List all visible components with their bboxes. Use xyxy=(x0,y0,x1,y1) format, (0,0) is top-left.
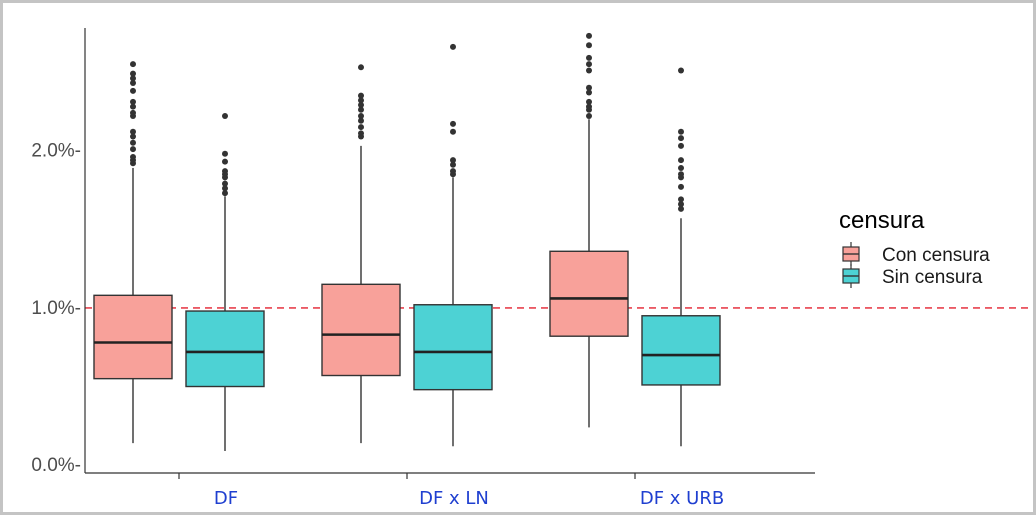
legend-label-0: Con censura xyxy=(882,245,990,266)
outlier-point-con-censura-1-3 xyxy=(358,117,364,124)
outlier-point-con-censura-0-5 xyxy=(130,133,136,140)
outlier-point-con-censura-2-10 xyxy=(586,32,592,39)
outlier-point-sin-censura-2-11 xyxy=(678,67,684,74)
box-con-censura-1 xyxy=(321,283,401,377)
outlier-point-con-censura-1-1 xyxy=(358,130,364,137)
outlier-point-con-censura-2-8 xyxy=(586,54,592,61)
outlier-point-sin-censura-2-6 xyxy=(678,164,684,171)
outlier-point-sin-censura-2-0 xyxy=(678,205,684,212)
outlier-point-sin-censura-0-6 xyxy=(222,158,228,165)
box-sin-censura-1 xyxy=(413,304,493,391)
outlier-point-con-censura-2-4 xyxy=(586,89,592,96)
outlier-point-sin-censura-1-6 xyxy=(450,43,456,50)
outlier-point-con-censura-1-6 xyxy=(358,102,364,109)
outlier-point-con-censura-1-4 xyxy=(358,113,364,120)
outlier-point-sin-censura-2-8 xyxy=(678,142,684,149)
outlier-point-con-censura-0-2 xyxy=(130,153,136,160)
outlier-point-con-censura-1-5 xyxy=(358,106,364,113)
legend-title: censura xyxy=(839,207,925,234)
box-con-censura-2 xyxy=(549,250,629,337)
legend-label-1: Sin censura xyxy=(882,267,983,288)
outlier-point-con-censura-0-12 xyxy=(130,80,136,87)
outlier-point-con-censura-0-10 xyxy=(130,98,136,105)
outlier-point-con-censura-0-11 xyxy=(130,87,136,94)
outlier-point-con-censura-1-2 xyxy=(358,124,364,131)
x-tick-label-2: DF x URB xyxy=(640,488,724,509)
box-sin-censura-2 xyxy=(641,315,721,386)
outlier-point-con-censura-2-5 xyxy=(586,84,592,91)
outlier-point-con-censura-1-7 xyxy=(358,97,364,104)
outlier-point-con-censura-0-14 xyxy=(130,70,136,77)
outlier-point-sin-censura-0-5 xyxy=(222,168,228,175)
outlier-point-con-censura-2-3 xyxy=(586,98,592,105)
outlier-point-sin-censura-2-5 xyxy=(678,171,684,178)
outlier-point-con-censura-2-0 xyxy=(586,113,592,120)
outlier-point-con-censura-2-2 xyxy=(586,103,592,110)
outlier-point-sin-censura-0-8 xyxy=(222,113,228,120)
outlier-point-con-censura-0-3 xyxy=(130,146,136,153)
boxplot-chart: 0.0%- 1.0%- 2.0%- DF DF x LN DF x URB censura… xyxy=(31,28,1033,509)
outlier-point-con-censura-0-8 xyxy=(130,109,136,116)
outlier-point-sin-censura-0-7 xyxy=(222,150,228,157)
outlier-point-sin-censura-0-1 xyxy=(222,185,228,192)
outlier-point-sin-censura-1-3 xyxy=(450,157,456,164)
outlier-point-con-censura-0-6 xyxy=(130,128,136,135)
outlier-point-con-censura-0-13 xyxy=(130,75,136,82)
box-con-censura-0 xyxy=(93,294,173,380)
outlier-point-con-censura-0-15 xyxy=(130,61,136,68)
outlier-point-con-censura-2-9 xyxy=(586,42,592,49)
outlier-point-sin-censura-2-1 xyxy=(678,201,684,208)
outlier-point-sin-censura-0-2 xyxy=(222,180,228,187)
outlier-point-sin-censura-1-1 xyxy=(450,168,456,175)
outlier-point-sin-censura-2-2 xyxy=(678,196,684,203)
outlier-point-sin-censura-2-7 xyxy=(678,157,684,164)
outlier-point-con-censura-2-7 xyxy=(586,61,592,68)
outlier-point-con-censura-0-4 xyxy=(130,139,136,146)
outlier-point-sin-censura-2-9 xyxy=(678,135,684,142)
outlier-point-con-censura-1-8 xyxy=(358,92,364,99)
outlier-layer xyxy=(130,32,684,212)
box-sin-censura-0 xyxy=(185,310,265,388)
whisker-layer xyxy=(132,119,682,451)
outlier-point-sin-censura-2-3 xyxy=(678,183,684,190)
y-tick-label-0: 0.0%- xyxy=(31,455,81,476)
outlier-point-sin-censura-1-4 xyxy=(450,128,456,135)
y-tick-label-1: 1.0%- xyxy=(31,298,81,319)
outlier-point-sin-censura-0-0 xyxy=(222,190,228,197)
box-layer xyxy=(93,250,721,391)
outlier-point-con-censura-0-9 xyxy=(130,103,136,110)
outlier-point-con-censura-2-6 xyxy=(586,67,592,74)
x-tick-label-0: DF xyxy=(214,488,238,509)
x-tick-label-1: DF x LN xyxy=(419,488,489,509)
outlier-point-sin-censura-1-5 xyxy=(450,120,456,127)
outlier-point-con-censura-1-9 xyxy=(358,64,364,71)
outlier-point-sin-censura-2-10 xyxy=(678,128,684,135)
y-tick-label-2: 2.0%- xyxy=(31,141,81,162)
outlier-point-sin-censura-1-2 xyxy=(450,161,456,168)
axes-layer: 0.0%- 1.0%- 2.0%- DF DF x LN DF x URB xyxy=(31,28,815,509)
